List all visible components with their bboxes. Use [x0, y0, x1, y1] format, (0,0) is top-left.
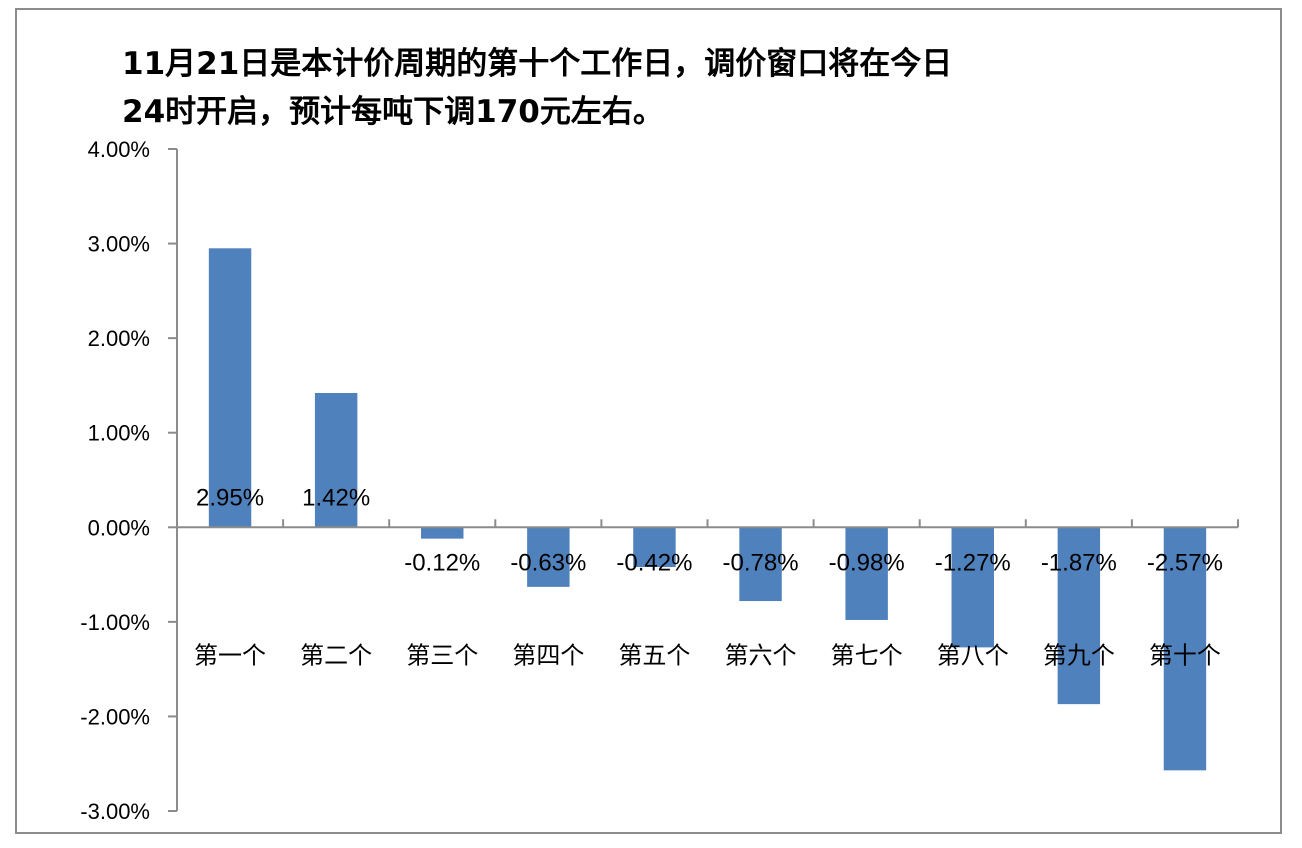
bar [1057, 527, 1101, 705]
category-label: 第四个 [512, 641, 584, 669]
category-label: 第六个 [725, 641, 797, 669]
bar [633, 527, 676, 568]
data-label: 2.95% [196, 484, 264, 511]
y-tick-label: 1.00% [88, 421, 150, 446]
bar [739, 527, 782, 602]
bar [527, 527, 570, 587]
data-label: -1.27% [935, 549, 1011, 576]
data-label: -0.12% [404, 549, 480, 576]
bar [951, 527, 994, 648]
bar [314, 392, 358, 528]
y-tick-label: 0.00% [88, 515, 150, 540]
data-labels: 2.95% 1.42% -0.12% -0.63% -0.42% -0.78% -0.98%… [196, 484, 1223, 576]
category-label: 第三个 [406, 641, 478, 669]
bar [845, 527, 888, 620]
chart-title-line-2: 24时开启，预计每吨下调170元左右。 [122, 94, 664, 130]
data-label: -1.87% [1041, 549, 1117, 576]
y-tick-label: -2.00% [80, 704, 150, 729]
data-label: -0.78% [723, 549, 799, 576]
y-tick-label: 4.00% [88, 137, 150, 162]
x-axis [176, 519, 1239, 529]
data-label: -0.63% [510, 549, 586, 576]
y-tick-label: 3.00% [88, 232, 150, 257]
bar [1163, 527, 1207, 771]
chart-title: 11月21日是本计价周期的第十个工作日，调价窗口将在今日 24时开启，预计每吨下… [122, 40, 1122, 136]
y-axis: 4.00% 3.00% 2.00% 1.00% 0.00% -1.00% -2.00% -3.… [80, 137, 178, 824]
category-label: 第一个 [194, 641, 266, 669]
category-label: 第五个 [618, 641, 690, 669]
category-label: 第八个 [937, 641, 1009, 669]
y-tick-label: -1.00% [80, 610, 150, 635]
bar [208, 248, 252, 528]
data-label: 1.42% [302, 484, 370, 511]
category-label: 第九个 [1043, 641, 1115, 669]
y-tick-label: -3.00% [80, 799, 150, 824]
category-label: 第十个 [1149, 641, 1221, 669]
data-label: -0.98% [829, 549, 905, 576]
data-label: -2.57% [1147, 549, 1223, 576]
bar [421, 527, 464, 539]
bars [208, 248, 1207, 771]
data-label: -0.42% [616, 549, 692, 576]
category-labels: 第一个 第二个 第三个 第四个 第五个 第六个 第七个 第八个 第九个 第十个 [194, 641, 1221, 669]
category-label: 第七个 [831, 641, 903, 669]
category-label: 第二个 [300, 641, 372, 669]
chart-title-line-1: 11月21日是本计价周期的第十个工作日，调价窗口将在今日 [122, 46, 953, 82]
y-tick-label: 2.00% [88, 326, 150, 351]
